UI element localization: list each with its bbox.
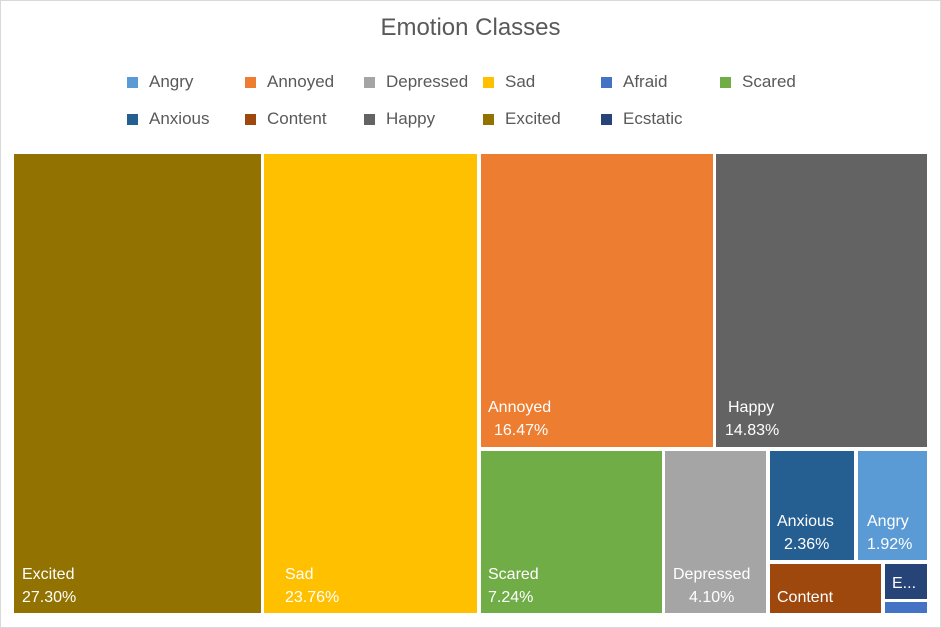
tile-name-ecstatic: E... (892, 575, 916, 592)
legend-swatch-anxious (127, 113, 138, 125)
tile-name-sad: Sad (285, 566, 313, 583)
tile-rect-ecstatic (885, 564, 927, 599)
tile-rect-annoyed (481, 154, 713, 447)
legend-label-annoyed: Annoyed (267, 72, 335, 91)
tile-scared: Scared 7.24% (481, 451, 662, 613)
legend-item-excited: Excited (483, 109, 561, 129)
tile-afraid (885, 602, 927, 613)
legend-swatch-content (245, 113, 256, 125)
legend-swatch-sad (483, 76, 494, 88)
legend-label-depressed: Depressed (386, 72, 469, 91)
legend-label-sad: Sad (505, 72, 536, 91)
tile-name-excited: Excited (22, 566, 74, 583)
tile-rect-content (770, 564, 881, 613)
legend-item-anxious: Anxious (127, 109, 209, 129)
legend-label-happy: Happy (386, 109, 436, 128)
legend-swatch-scared (720, 76, 731, 88)
legend-label-anxious: Anxious (149, 109, 210, 128)
legend-swatch-excited (483, 113, 494, 125)
tile-rect-afraid (885, 602, 927, 613)
legend-item-ecstatic: Ecstatic (601, 109, 683, 129)
tile-rect-scared (481, 451, 662, 613)
tile-rect-angry (858, 451, 927, 560)
tile-name-anxious: Anxious (777, 513, 834, 530)
tile-name-annoyed: Annoyed (488, 399, 551, 416)
tile-value-happy: 14.83% (725, 422, 779, 439)
legend-swatch-happy (364, 113, 375, 125)
legend-label-content: Content (267, 109, 327, 128)
tile-rect-depressed (665, 451, 766, 613)
tile-angry: Angry 1.92% (858, 451, 927, 560)
tile-rect-happy (716, 154, 927, 447)
tile-depressed: Depressed 4.10% (665, 451, 766, 613)
legend-item-angry: Angry (127, 72, 193, 92)
legend-label-scared: Scared (742, 72, 796, 91)
legend-item-scared: Scared (720, 72, 796, 92)
tile-value-sad: 23.76% (285, 589, 339, 606)
tile-value-angry: 1.92% (867, 536, 912, 553)
tile-rect-excited (14, 154, 261, 613)
legend: Angry Annoyed Depressed Sad Afraid Scared Anxi… (0, 0, 941, 140)
tile-excited: Excited 27.30% (14, 154, 261, 613)
legend-swatch-ecstatic (601, 113, 612, 125)
tile-anxious: Anxious 2.36% (770, 451, 854, 560)
tile-happy: Happy 14.83% (716, 154, 927, 447)
legend-label-angry: Angry (149, 72, 194, 91)
legend-swatch-afraid (601, 76, 612, 88)
legend-swatch-annoyed (245, 76, 256, 88)
tile-name-angry: Angry (867, 513, 909, 530)
chart-title: Emotion Classes (380, 14, 561, 41)
legend-label-excited: Excited (505, 109, 561, 128)
legend-swatch-angry (127, 76, 138, 88)
legend-item-sad: Sad (483, 72, 535, 92)
tile-value-scared: 7.24% (488, 589, 533, 606)
tile-name-happy: Happy (728, 399, 774, 416)
legend-item-depressed: Depressed (364, 72, 468, 92)
tile-value-anxious: 2.36% (784, 536, 829, 553)
tile-value-depressed: 4.10% (689, 589, 734, 606)
legend-item-content: Content (245, 109, 327, 129)
tile-name-depressed: Depressed (673, 566, 750, 583)
tile-annoyed: Annoyed 16.47% (481, 154, 713, 447)
tile-content: Content (770, 564, 881, 613)
legend-swatch-depressed (364, 76, 375, 88)
tile-value-annoyed: 16.47% (494, 422, 548, 439)
tile-rect-anxious (770, 451, 854, 560)
tile-sad: Sad 23.76% (264, 154, 477, 613)
legend-label-afraid: Afraid (623, 72, 668, 91)
legend-label-ecstatic: Ecstatic (623, 109, 683, 128)
legend-item-afraid: Afraid (601, 72, 667, 92)
legend-item-annoyed: Annoyed (245, 72, 334, 92)
tile-rect-sad (264, 154, 477, 613)
tile-name-scared: Scared (488, 566, 539, 583)
legend-item-happy: Happy (364, 109, 435, 129)
tile-name-content: Content (777, 589, 834, 606)
tile-value-excited: 27.30% (22, 589, 76, 606)
tile-ecstatic: E... (885, 564, 927, 599)
